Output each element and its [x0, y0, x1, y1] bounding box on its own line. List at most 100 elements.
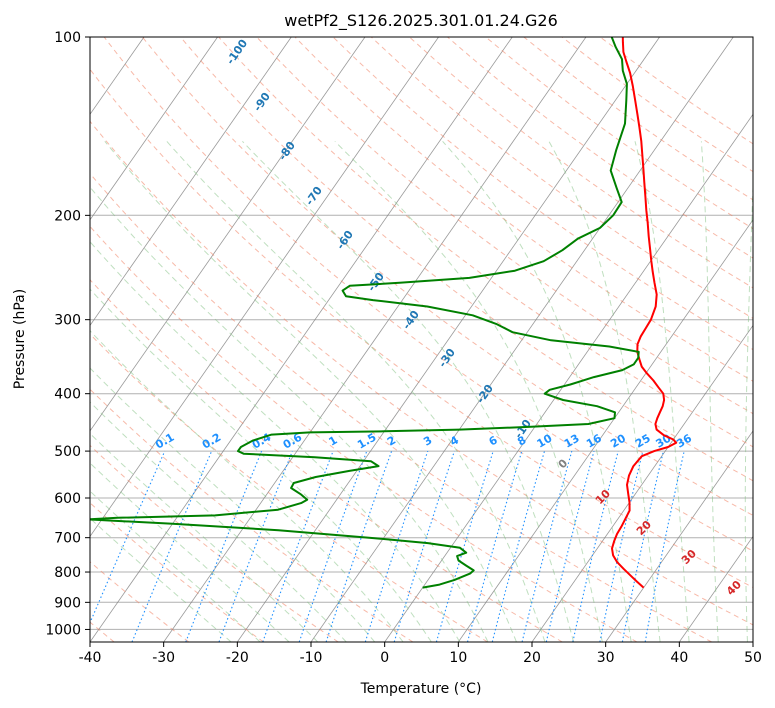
moist-adiabat-line: [90, 288, 432, 642]
dry-adiabat-line: [90, 502, 264, 642]
mixing-ratio-line: [545, 450, 595, 642]
mixing-ratio-line: [521, 450, 573, 642]
dry-adiabat-line: [294, 37, 753, 382]
dry-adiabat-line: [485, 37, 753, 230]
dry-adiabat-line: [141, 37, 753, 516]
isotherm-line: [752, 641, 753, 642]
dry-adiabat-line: [90, 68, 753, 589]
moist-adiabat-line: [90, 241, 461, 642]
moist-adiabat-line: [548, 141, 661, 642]
chart-title: wetPf2_S126.2025.301.01.24.G26: [284, 11, 558, 31]
isotherm-line: [90, 37, 366, 432]
isotherm-line: [236, 37, 660, 642]
mixing-ratio-line: [218, 450, 293, 642]
dry-adiabat-line: [90, 120, 753, 626]
moist-adiabat-line: [90, 432, 319, 642]
moist-adiabat-line: [744, 173, 753, 642]
moist-adiabat-line: [634, 141, 690, 642]
temperature-profile-line: [611, 37, 678, 589]
moist-adiabat-line: [334, 140, 603, 642]
y-axis-label: Pressure (hPa): [12, 289, 28, 389]
mixing-ratio-label: 4: [448, 433, 461, 448]
moist-adiabat-line: [90, 490, 261, 642]
mixing-ratio-label: 1: [327, 434, 340, 449]
y-tick-label: 200: [54, 208, 81, 224]
mixing-ratio-label: 0.1: [153, 431, 176, 452]
moist-adiabat-line: [442, 140, 632, 642]
dry-adiabat-line: [103, 37, 753, 552]
mixing-ratio-line: [466, 450, 523, 642]
y-tick-label: 800: [54, 565, 81, 581]
dry-adiabat-line: [90, 333, 488, 642]
mixing-ratio-line: [90, 450, 166, 625]
moist-adiabat-label: 10: [593, 487, 613, 507]
y-tick-label: 600: [54, 491, 81, 507]
dry-adiabat-line: [90, 172, 712, 642]
mixing-ratio-line: [572, 450, 619, 642]
y-tick-label: 500: [54, 444, 81, 460]
y-tick-label: 400: [54, 387, 81, 403]
dry-adiabat-label: -20: [474, 382, 496, 406]
moist-adiabat-label: 40: [724, 578, 744, 598]
mixing-ratio-label: 2: [385, 434, 398, 449]
x-tick-label: 20: [523, 650, 541, 666]
moist-adiabat-line: [104, 140, 517, 642]
isotherm-line: [678, 535, 753, 642]
mixing-ratio-line: [644, 450, 685, 642]
dry-adiabat-label: -40: [400, 308, 422, 332]
isotherm-line: [384, 113, 753, 642]
mixing-ratio-line: [298, 450, 368, 642]
moist-adiabat-line: [90, 330, 404, 642]
x-tick-label: 30: [597, 650, 615, 666]
dry-adiabat-label: -60: [334, 228, 356, 252]
moist-adiabat-line: [90, 367, 376, 642]
mixing-ratio-line: [262, 450, 334, 642]
dry-adiabat-line: [90, 388, 414, 642]
moist-adiabat-line: [700, 141, 719, 642]
x-tick-label: -40: [79, 650, 102, 666]
dry-adiabat-line: [180, 37, 753, 482]
mixing-ratio-line: [393, 450, 455, 642]
isotherm-line: [605, 430, 753, 642]
dry-adiabat-label: -90: [251, 90, 273, 114]
mixing-ratio-label: 0.2: [200, 431, 223, 452]
y-tick-label: 300: [54, 313, 81, 329]
mixing-ratio-label: 16: [584, 431, 604, 450]
dewpoint-profile-line: [90, 37, 640, 589]
moist-adiabat-line: [90, 186, 489, 642]
mixing-ratio-line: [491, 450, 546, 642]
dry-adiabat-line: [447, 37, 753, 259]
dry-adiabat-line: [256, 37, 753, 415]
dry-adiabat-line: [90, 225, 638, 642]
isotherm-line: [90, 37, 439, 538]
isotherm-line: [90, 37, 513, 642]
mixing-ratio-line: [435, 450, 494, 642]
isotherm-line: [0, 37, 70, 642]
dry-adiabat-line: [90, 444, 339, 642]
mixing-ratio-line: [364, 450, 429, 642]
x-tick-label: 50: [744, 650, 762, 666]
x-tick-label: -30: [152, 650, 175, 666]
mixing-ratio-line: [185, 450, 263, 642]
y-tick-label: 100: [54, 30, 81, 46]
plot-frame: [89, 36, 754, 643]
x-tick-label: 10: [449, 650, 467, 666]
axes: -40 -30 -20 -10 0 10 20 30 40 5010020030040050060…: [45, 30, 762, 666]
mixing-ratio-line: [599, 450, 644, 642]
mixing-ratio-line: [325, 450, 393, 642]
y-tick-label: 1000: [45, 622, 81, 638]
mixing-ratio-label: 6: [487, 433, 500, 448]
x-tick-label: 40: [670, 650, 688, 666]
isotherm-line: [457, 219, 753, 642]
dry-adiabat-label: -50: [365, 270, 387, 294]
dry-adiabat-line: [370, 37, 753, 319]
isotherm-line: [90, 37, 218, 221]
profile-series: [90, 37, 678, 589]
moist-adiabat-label: 20: [634, 518, 654, 538]
x-tick-label: 0: [380, 650, 389, 666]
dry-adiabat-line: [90, 561, 190, 642]
y-tick-label: 700: [54, 531, 81, 547]
mixing-ratio-label: 3: [421, 434, 434, 449]
background-lines: [0, 37, 753, 642]
